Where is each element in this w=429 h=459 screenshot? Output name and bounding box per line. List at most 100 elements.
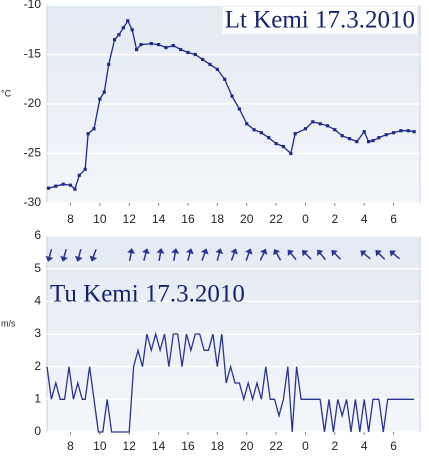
- data-point: [325, 124, 330, 128]
- data-point: [46, 186, 51, 190]
- data-point: [73, 187, 77, 191]
- data-point: [347, 137, 352, 141]
- chart-title: Tu Kemi 17.3.2010: [50, 281, 245, 308]
- data-point: [259, 131, 264, 135]
- wind-arrow: [287, 249, 297, 261]
- data-point: [164, 45, 168, 50]
- data-point: [406, 129, 410, 133]
- arrow-head: [74, 255, 83, 262]
- arrow-head: [230, 248, 238, 255]
- arrow-head: [301, 250, 309, 257]
- data-point: [391, 131, 396, 135]
- data-point: [112, 38, 117, 42]
- data-point: [377, 136, 381, 140]
- wind-arrow: [156, 248, 165, 262]
- wind-arrow: [186, 248, 194, 261]
- arrow-head: [245, 248, 253, 255]
- data-point: [157, 43, 161, 47]
- x-tick-label: 2: [331, 212, 338, 226]
- arrow-head: [331, 250, 338, 257]
- x-tick-label: 6: [390, 212, 397, 226]
- data-point: [318, 122, 322, 126]
- data-point: [149, 42, 153, 46]
- data-point: [274, 142, 278, 146]
- data-point: [371, 139, 375, 143]
- arrow-head: [389, 250, 397, 257]
- data-point: [281, 144, 286, 149]
- x-tick-label: 8: [67, 439, 74, 453]
- data-point: [117, 33, 121, 37]
- arrow-head: [360, 250, 367, 257]
- data-point: [293, 132, 297, 136]
- y-axis-label: m/s: [1, 318, 16, 328]
- x-tick-label: 22: [269, 212, 283, 226]
- arrow-head: [156, 248, 165, 254]
- y-tick-label: 2: [34, 359, 41, 373]
- wind-arrow: [389, 250, 401, 260]
- y-tick-label: 4: [34, 294, 41, 308]
- y-tick-label: 0: [34, 424, 41, 438]
- y-tick-label: 1: [34, 392, 41, 406]
- chart-title: Lt Kemi 17.3.2010: [225, 7, 415, 34]
- arrow-head: [45, 255, 54, 262]
- x-tick-label: 10: [93, 439, 107, 453]
- wind-arrow: [360, 250, 371, 260]
- y-tick-label: -20: [24, 96, 42, 110]
- data-point: [171, 43, 175, 48]
- data-point: [384, 133, 388, 137]
- wind-arrow: [171, 248, 180, 262]
- arrow-head: [186, 248, 194, 255]
- x-tick-label: 18: [211, 439, 225, 453]
- title-background: [222, 6, 417, 34]
- data-point: [201, 57, 205, 62]
- arrow-head: [375, 250, 382, 257]
- arrow-head: [287, 249, 294, 257]
- x-tick-label: 18: [211, 212, 225, 226]
- x-tick-label: 22: [269, 439, 283, 453]
- data-point: [68, 183, 73, 187]
- data-point: [186, 50, 190, 55]
- wind-arrow: [331, 250, 342, 260]
- x-tick-label: 14: [152, 212, 166, 226]
- data-point: [333, 128, 337, 132]
- data-point: [134, 47, 139, 52]
- wind-arrow: [127, 248, 135, 262]
- x-tick-label: 12: [123, 212, 137, 226]
- arrow-head: [260, 248, 268, 255]
- wind-arrow: [60, 249, 68, 262]
- data-point: [230, 94, 234, 98]
- arrow-head: [60, 255, 68, 262]
- data-point: [252, 128, 256, 132]
- data-point: [245, 122, 249, 126]
- wind-arrow: [45, 249, 54, 262]
- data-point: [355, 140, 359, 144]
- data-point: [267, 136, 271, 140]
- data-point: [215, 67, 219, 71]
- y-axis-label: °C: [1, 88, 12, 98]
- x-tick-label: 16: [181, 439, 195, 453]
- x-tick-label: 4: [361, 439, 368, 453]
- wind-arrow: [317, 249, 327, 261]
- arrow-head: [273, 248, 281, 256]
- data-point: [237, 107, 241, 111]
- data-point: [362, 130, 366, 134]
- data-point: [86, 132, 90, 136]
- x-tick-label: 4: [361, 212, 368, 226]
- x-tick-label: 16: [181, 212, 195, 226]
- data-point: [208, 62, 212, 66]
- y-tick-label: 5: [34, 261, 41, 275]
- y-tick-label: 6: [34, 228, 41, 242]
- data-point: [139, 43, 143, 47]
- data-point: [77, 173, 81, 177]
- arrow-head: [171, 248, 180, 254]
- data-point: [399, 129, 403, 133]
- data-point: [92, 127, 96, 131]
- data-point: [130, 28, 134, 32]
- y-tick-label: -25: [24, 146, 42, 160]
- data-point: [223, 77, 227, 81]
- wind-arrow: [230, 248, 238, 261]
- x-tick-label: 20: [240, 439, 254, 453]
- arrow-head: [215, 248, 224, 255]
- data-point: [54, 184, 58, 188]
- arrow-head: [89, 255, 98, 262]
